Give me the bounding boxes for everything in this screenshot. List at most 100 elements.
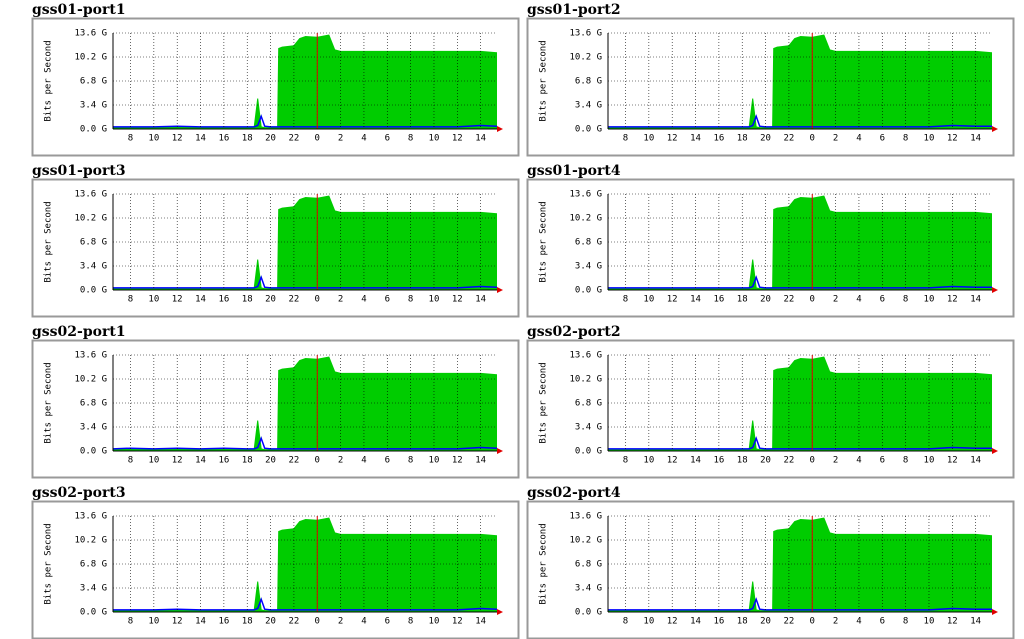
x-tick-label: 14 — [195, 295, 206, 305]
x-tick-label: 2 — [338, 134, 343, 144]
x-tick-label: 4 — [361, 295, 366, 305]
x-tick-label: 20 — [265, 617, 276, 627]
y-tick-label: 13.6 G — [74, 29, 107, 39]
x-tick-label: 16 — [713, 134, 724, 144]
x-tick-label: 12 — [452, 295, 463, 305]
x-tick-label: 10 — [148, 617, 159, 627]
chart-title: gss01-port2 — [527, 2, 621, 18]
area-fill — [113, 357, 497, 451]
x-tick-label: 14 — [690, 134, 701, 144]
x-tick-label: 22 — [783, 456, 794, 466]
x-tick-label: 16 — [218, 617, 229, 627]
line — [608, 597, 992, 611]
x-tick-label: 6 — [880, 456, 885, 466]
x-tick-label: 0 — [315, 456, 320, 466]
x-tick-label: 4 — [856, 295, 861, 305]
x-tick-label: 10 — [429, 134, 440, 144]
axis-arrow — [992, 448, 998, 454]
y-tick-label: 6.8 G — [80, 238, 107, 248]
x-tick-label: 0 — [810, 617, 815, 627]
x-tick-label: 22 — [288, 295, 299, 305]
x-tick-label: 14 — [195, 617, 206, 627]
y-axis-label: Bits per Second — [539, 523, 549, 604]
x-tick-label: 20 — [760, 134, 771, 144]
x-tick-label: 18 — [242, 134, 253, 144]
x-tick-label: 12 — [667, 295, 678, 305]
x-tick-label: 14 — [475, 456, 486, 466]
y-tick-label: 0.0 G — [575, 286, 602, 296]
x-tick-label: 6 — [385, 134, 390, 144]
x-tick-label: 14 — [690, 295, 701, 305]
axis-arrow — [497, 287, 503, 293]
x-tick-label: 6 — [385, 456, 390, 466]
x-tick-label: 2 — [338, 295, 343, 305]
x-tick-label: 10 — [429, 617, 440, 627]
y-tick-label: 13.6 G — [569, 351, 602, 361]
x-tick-label: 16 — [713, 295, 724, 305]
x-tick-label: 10 — [643, 456, 654, 466]
x-tick-label: 10 — [148, 134, 159, 144]
line — [113, 597, 498, 611]
x-tick-label: 14 — [690, 617, 701, 627]
x-tick-label: 12 — [452, 456, 463, 466]
x-tick-label: 4 — [856, 617, 861, 627]
x-tick-label: 22 — [783, 295, 794, 305]
x-tick-label: 12 — [452, 617, 463, 627]
y-tick-label: 3.4 G — [80, 423, 107, 433]
y-tick-label: 10.2 G — [569, 536, 602, 546]
x-tick-label: 18 — [737, 134, 748, 144]
y-tick-label: 6.8 G — [575, 77, 602, 87]
y-tick-label: 10.2 G — [569, 375, 602, 385]
y-tick-label: 13.6 G — [569, 512, 602, 522]
x-tick-label: 14 — [195, 134, 206, 144]
x-tick-label: 20 — [265, 134, 276, 144]
x-tick-label: 0 — [810, 456, 815, 466]
x-tick-label: 12 — [947, 617, 958, 627]
x-tick-label: 10 — [643, 134, 654, 144]
x-tick-label: 8 — [128, 134, 133, 144]
axis-arrow — [992, 287, 998, 293]
y-tick-label: 6.8 G — [80, 399, 107, 409]
x-tick-label: 8 — [623, 617, 628, 627]
x-tick-label: 18 — [242, 617, 253, 627]
x-tick-label: 12 — [172, 617, 183, 627]
x-tick-label: 18 — [737, 617, 748, 627]
x-tick-label: 2 — [833, 295, 838, 305]
x-tick-label: 6 — [385, 295, 390, 305]
y-tick-label: 0.0 G — [80, 447, 107, 457]
area-fill — [113, 196, 497, 290]
y-tick-label: 3.4 G — [575, 262, 602, 272]
x-tick-label: 8 — [623, 456, 628, 466]
x-tick-label: 18 — [737, 456, 748, 466]
x-tick-label: 8 — [128, 456, 133, 466]
x-tick-label: 10 — [924, 617, 935, 627]
area-fill — [608, 518, 992, 612]
y-tick-label: 13.6 G — [569, 29, 602, 39]
x-tick-label: 14 — [970, 617, 981, 627]
x-tick-label: 20 — [760, 456, 771, 466]
x-tick-label: 6 — [385, 617, 390, 627]
y-tick-label: 10.2 G — [74, 214, 107, 224]
x-tick-label: 8 — [128, 295, 133, 305]
y-tick-label: 6.8 G — [575, 399, 602, 409]
y-tick-label: 10.2 G — [569, 214, 602, 224]
x-tick-label: 10 — [924, 295, 935, 305]
chart-title: gss02-port3 — [32, 485, 126, 501]
x-tick-label: 12 — [947, 456, 958, 466]
x-tick-label: 8 — [903, 134, 908, 144]
y-tick-label: 3.4 G — [80, 101, 107, 111]
x-tick-label: 12 — [667, 456, 678, 466]
y-tick-label: 0.0 G — [80, 125, 107, 135]
x-tick-label: 0 — [315, 295, 320, 305]
x-tick-label: 18 — [242, 295, 253, 305]
y-tick-label: 13.6 G — [74, 190, 107, 200]
x-tick-label: 10 — [643, 617, 654, 627]
y-tick-label: 0.0 G — [575, 125, 602, 135]
x-tick-label: 16 — [218, 134, 229, 144]
x-tick-label: 4 — [856, 134, 861, 144]
x-tick-label: 14 — [475, 295, 486, 305]
x-tick-label: 12 — [667, 617, 678, 627]
x-tick-label: 14 — [970, 295, 981, 305]
